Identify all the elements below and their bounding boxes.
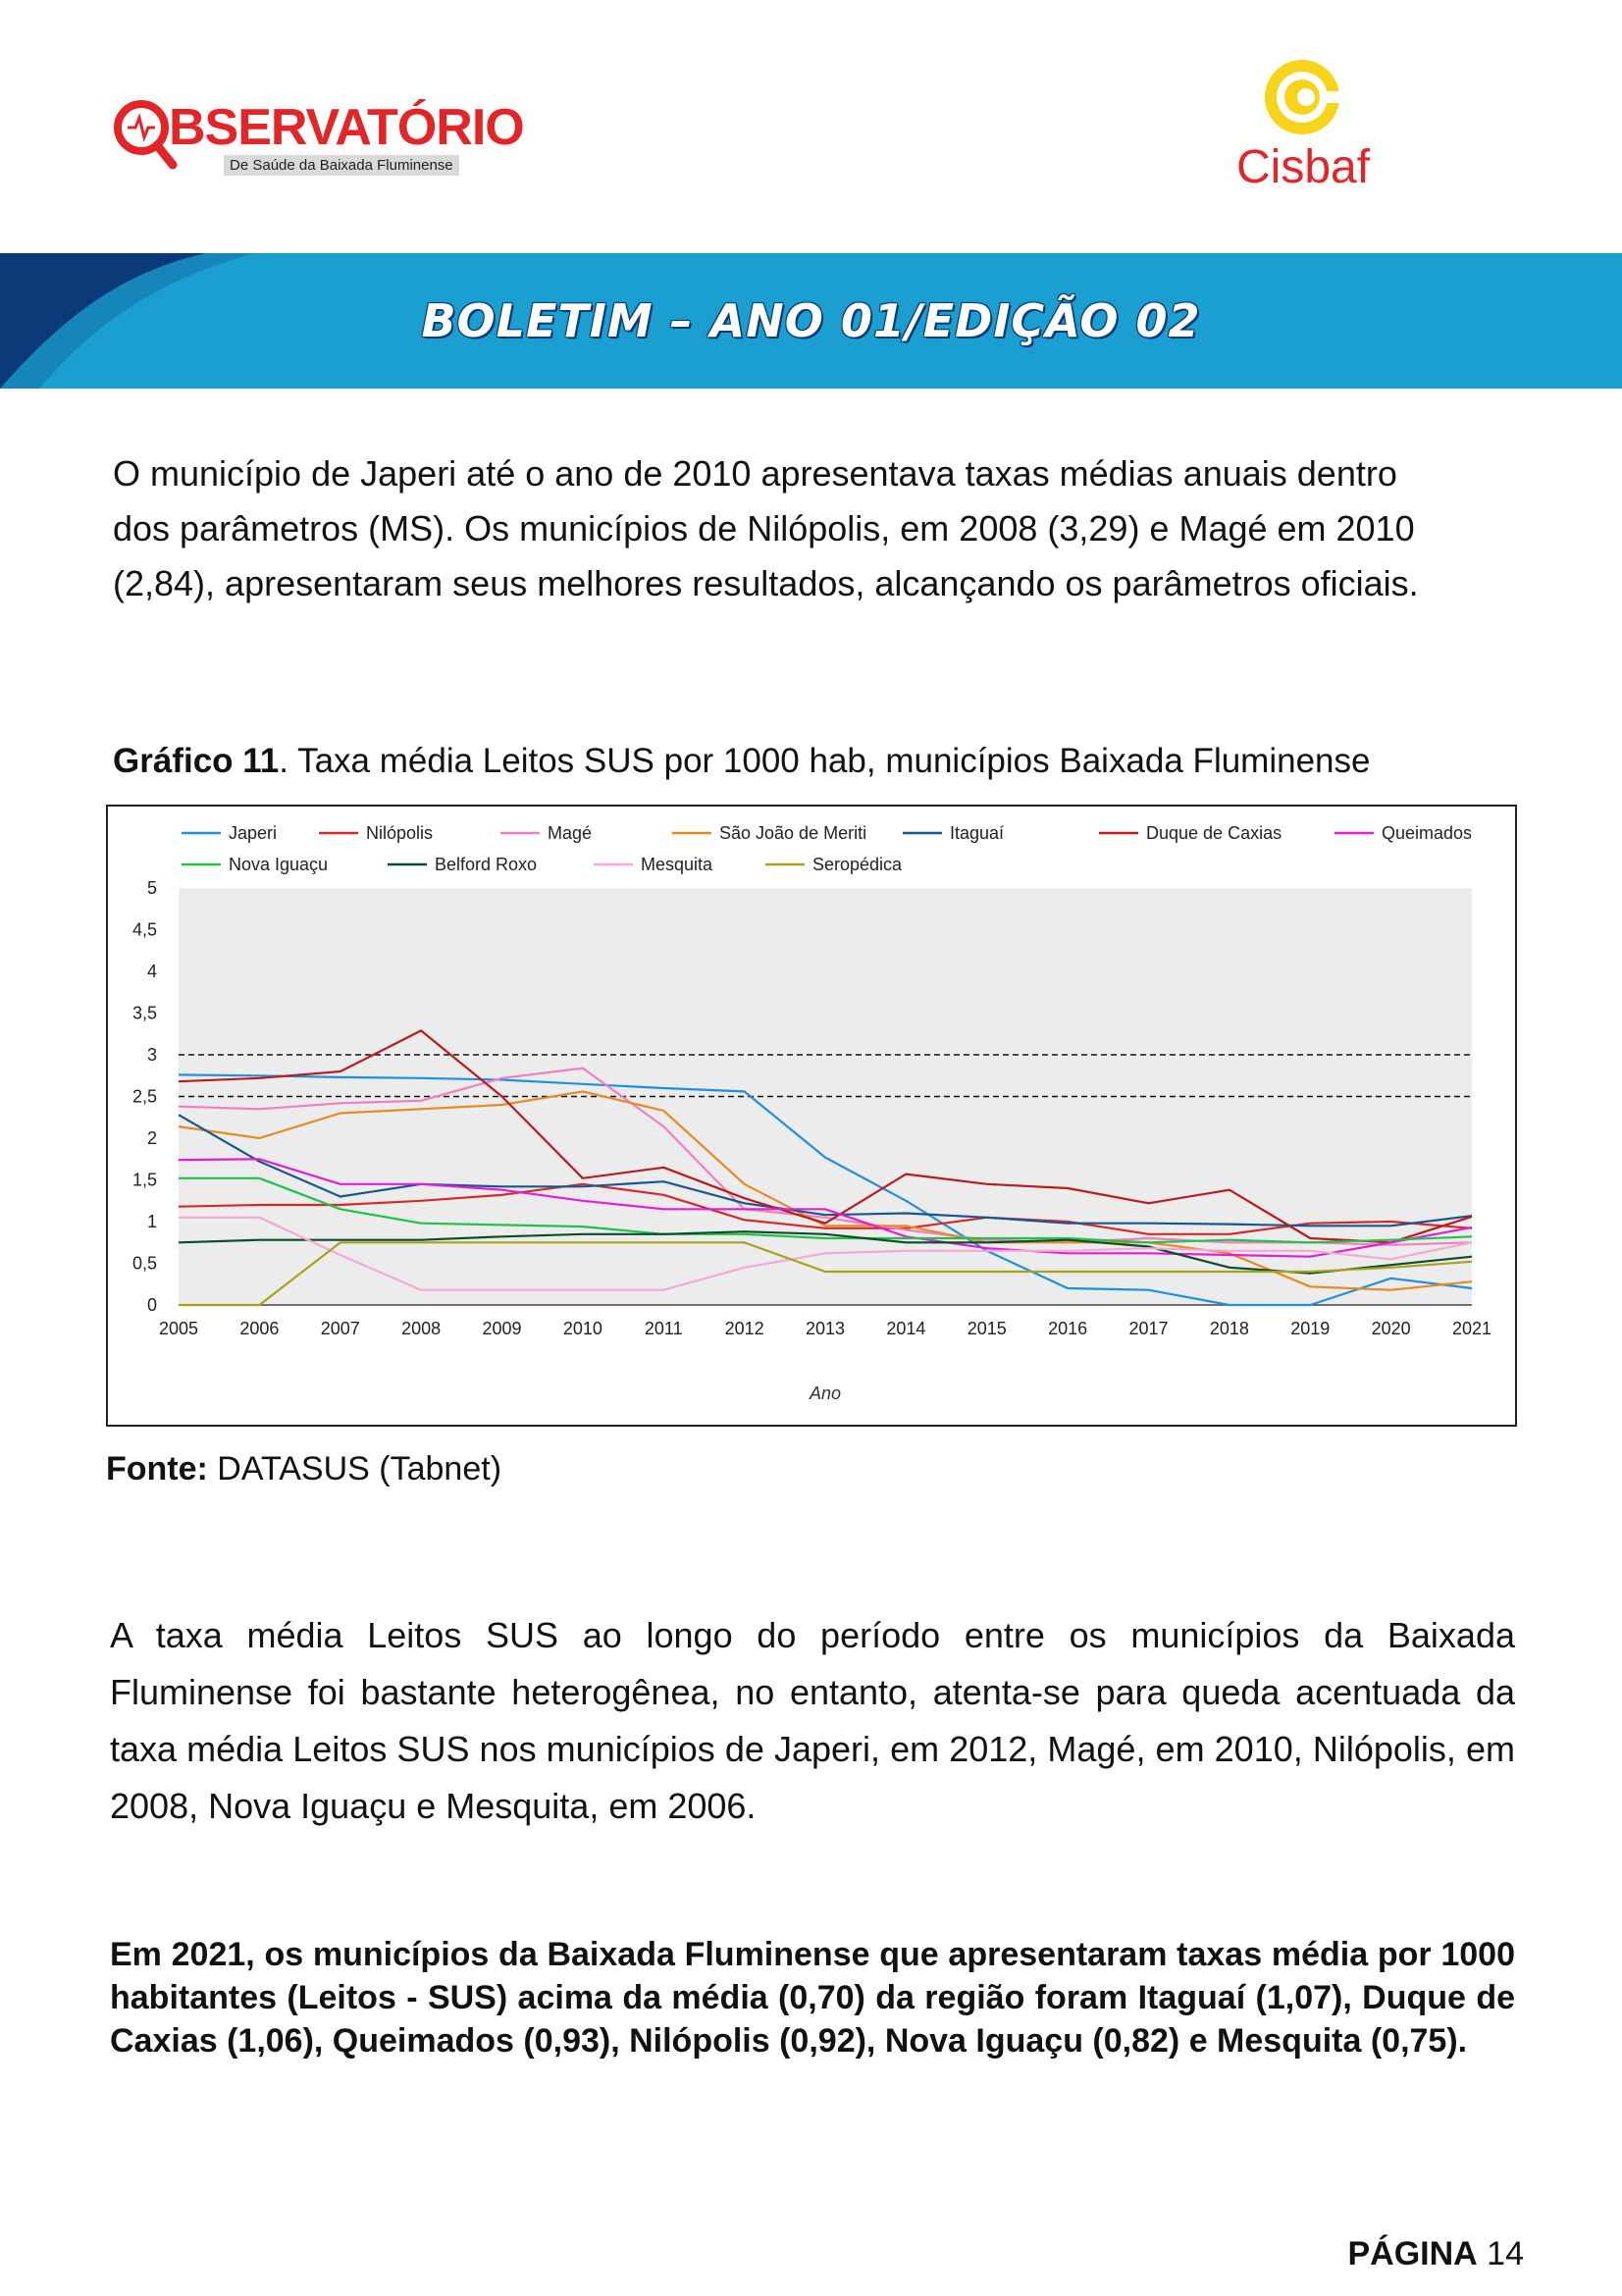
intro-line: O município de Japeri até o ano de 2010 … [113,453,1397,494]
x-tick-label: 2021 [1452,1319,1491,1338]
y-tick-label: 4,5 [132,920,157,940]
y-tick-label: 3 [147,1045,157,1065]
series-line [178,1029,1473,1244]
line-chart: 0 0,5 1 1,5 2 2,5 3 3,5 4 4,5 5 2005 2006 2007 2008 200… [132,823,1491,1403]
x-axis-label: Ano [809,1383,841,1403]
legend-label: Mesquita [641,855,713,874]
page-number-value: 14 [1487,2235,1524,2272]
y-tick-label: 5 [147,878,157,898]
x-tick-label: 2008 [401,1319,441,1338]
x-tick-label: 2014 [886,1319,925,1338]
legend-label: Japeri [229,823,277,843]
x-tick-label: 2018 [1210,1319,1249,1338]
series-line [178,1158,1473,1258]
plot-area [179,888,1472,1305]
x-tick-label: 2007 [321,1319,360,1338]
legend-label: Nova Iguaçu [229,855,328,874]
cisbaf-logo-text: Cisbaf [1236,141,1371,193]
x-tick-label: 2016 [1048,1319,1087,1338]
observatorio-logo: BSERVATÓRIO De Saúde da Baixada Fluminen… [110,90,525,179]
x-tick-label: 2009 [482,1319,521,1338]
series-line [178,1182,1473,1235]
chart-caption-label: Gráfico 11 [113,742,280,780]
banner-title: BOLETIM – ANO 01/EDIÇÃO 02 [421,294,1201,347]
series-line [178,1067,1473,1246]
y-tick-label: 2 [147,1128,157,1148]
y-tick-label: 1,5 [132,1171,157,1190]
legend-label: Duque de Caxias [1146,823,1282,843]
page-number: PÁGINA 14 [1347,2235,1524,2273]
x-tick-label: 2017 [1128,1319,1168,1338]
y-tick-label: 1 [147,1212,157,1231]
y-tick-label: 0 [147,1295,157,1315]
series-line [178,1090,1473,1291]
series-line [178,1230,1473,1275]
chart-caption: Gráfico 11. Taxa média Leitos SUS por 10… [113,742,1370,781]
series-line [178,1114,1473,1227]
x-tick-label: 2020 [1372,1319,1411,1338]
x-tick-label: 2013 [806,1319,845,1338]
magnifier-logo-icon [114,100,178,170]
chart-frame: 0 0,5 1 1,5 2 2,5 3 3,5 4 4,5 5 2005 2006 2007 2008 200… [106,805,1517,1427]
y-tick-label: 2,5 [132,1087,157,1107]
y-tick-label: 4 [147,962,157,981]
legend-label: São João de Meriti [719,823,866,843]
cisbaf-logo: Cisbaf [1231,54,1379,201]
intro-paragraph: O município de Japeri até o ano de 2010 … [113,446,1536,611]
x-tick-label: 2006 [239,1319,279,1338]
x-tick-label: 2010 [563,1319,602,1338]
series-line [178,1073,1473,1307]
y-tick-label: 3,5 [132,1004,157,1023]
x-tick-label: 2011 [645,1319,683,1338]
x-tick-label: 2012 [725,1319,764,1338]
series-line [179,1216,1473,1291]
chart-caption-text: . Taxa média Leitos SUS por 1000 hab, mu… [279,742,1371,780]
observatorio-logo-subtitle: De Saúde da Baixada Fluminense [224,155,459,176]
legend-label: Seropédica [812,855,903,874]
x-tick-label: 2005 [159,1319,198,1338]
cisbaf-swirl-icon [1265,60,1359,134]
intro-line: (2,84), apresentaram seus melhores resul… [113,563,1419,603]
page-label: PÁGINA [1347,2235,1478,2272]
y-tick-label: 0,5 [132,1254,157,1274]
intro-line: dos parâmetros (MS). Os municípios de Ni… [113,508,1415,548]
conclusion-paragraph: Em 2021, os municípios da Baixada Flumin… [110,1936,1515,2060]
legend-label: Nilópolis [366,823,433,843]
x-tick-label: 2015 [968,1319,1007,1338]
source-text: DATASUS (Tabnet) [207,1450,502,1487]
series-line [179,1176,1473,1244]
source-label: Fonte: [106,1450,208,1487]
series-line [179,1241,1473,1307]
banner-background [0,253,1622,389]
legend-label: Belford Roxo [435,855,537,874]
legend-label: Queimados [1382,823,1472,843]
chart-source: Fonte: DATASUS (Tabnet) [106,1450,501,1488]
x-tick-label: 2019 [1290,1319,1330,1338]
analysis-paragraph: A taxa média Leitos SUS ao longo do perí… [110,1615,1515,1826]
observatorio-logo-text: BSERVATÓRIO [169,99,525,156]
legend-label: Itaguaí [950,823,1004,843]
legend-label: Magé [548,823,592,843]
